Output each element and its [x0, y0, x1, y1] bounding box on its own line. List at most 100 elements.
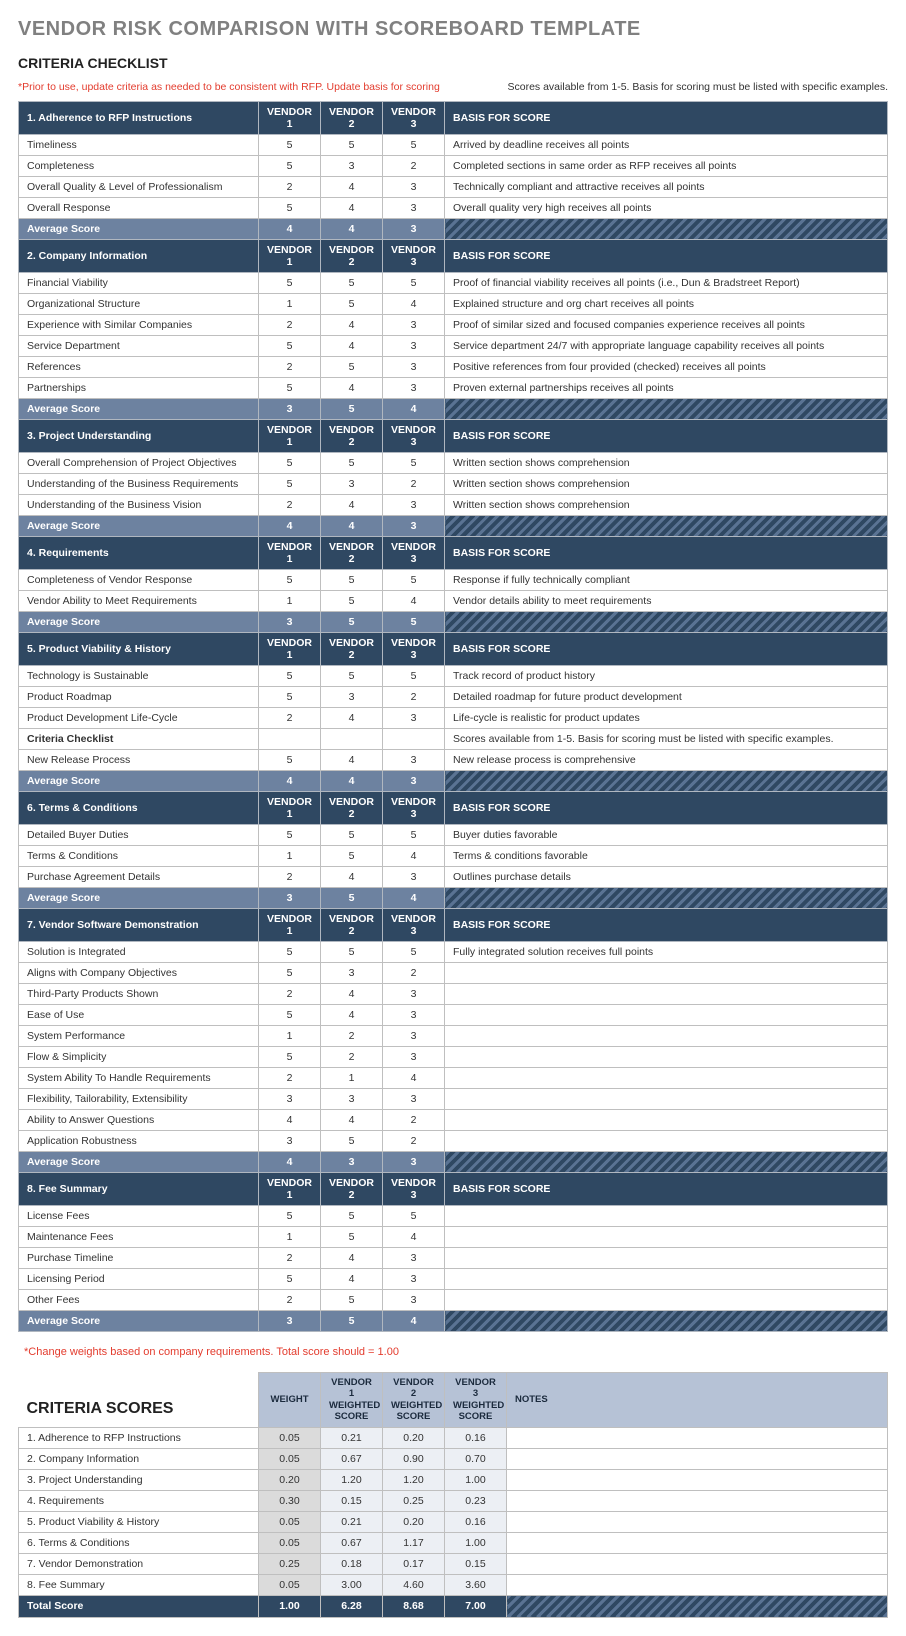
score-cell: 3: [383, 336, 445, 357]
scores-crit-cell: 5. Product Viability & History: [19, 1511, 259, 1532]
weights-note: *Change weights based on company require…: [24, 1346, 888, 1358]
basis-cell: Life-cycle is realistic for product upda…: [445, 708, 888, 729]
scores-table: CRITERIA SCORESWEIGHTVENDOR 1 WEIGHTED S…: [18, 1372, 888, 1618]
vendor-header: VENDOR 3: [383, 909, 445, 942]
notes-cell: [507, 1469, 888, 1490]
weighted-score-cell: 0.70: [445, 1448, 507, 1469]
score-cell: 2: [259, 1290, 321, 1311]
basis-header: BASIS FOR SCORE: [445, 792, 888, 825]
score-cell: 5: [321, 1206, 383, 1227]
score-cell: 2: [321, 1026, 383, 1047]
weighted-score-cell: 0.21: [321, 1427, 383, 1448]
average-hatch: [445, 1311, 888, 1332]
criteria-row: Terms & Conditions154Terms & conditions …: [19, 846, 888, 867]
criteria-row: Understanding of the Business Requiremen…: [19, 474, 888, 495]
criteria-cell: Third-Party Products Shown: [19, 984, 259, 1005]
score-cell: 5: [321, 825, 383, 846]
section-title: 8. Fee Summary: [19, 1173, 259, 1206]
criteria-row: Purchase Agreement Details243Outlines pu…: [19, 867, 888, 888]
criteria-row: Ability to Answer Questions442: [19, 1110, 888, 1131]
weighted-score-cell: 0.67: [321, 1448, 383, 1469]
basis-cell: Outlines purchase details: [445, 867, 888, 888]
notes-cell: [507, 1427, 888, 1448]
score-cell: 2: [259, 315, 321, 336]
score-cell: 5: [259, 135, 321, 156]
score-cell: 5: [259, 666, 321, 687]
score-cell: 2: [383, 963, 445, 984]
criteria-cell: References: [19, 357, 259, 378]
weighted-score-cell: 0.15: [321, 1490, 383, 1511]
score-cell: 4: [321, 336, 383, 357]
weight-cell: 0.05: [259, 1532, 321, 1553]
criteria-cell: New Release Process: [19, 750, 259, 771]
criteria-cell: Purchase Timeline: [19, 1248, 259, 1269]
criteria-cell: Vendor Ability to Meet Requirements: [19, 591, 259, 612]
score-cell: 5: [383, 570, 445, 591]
score-cell: 5: [259, 378, 321, 399]
scores-header-row: CRITERIA SCORESWEIGHTVENDOR 1 WEIGHTED S…: [19, 1373, 888, 1428]
weight-header: WEIGHT: [259, 1373, 321, 1428]
v3-header: VENDOR 3 WEIGHTED SCORE: [445, 1373, 507, 1428]
vendor-header: VENDOR 3: [383, 792, 445, 825]
average-cell: 5: [383, 612, 445, 633]
scores-row: 3. Project Understanding0.201.201.201.00: [19, 1469, 888, 1490]
criteria-cell: Flow & Simplicity: [19, 1047, 259, 1068]
basis-cell: Fully integrated solution receives full …: [445, 942, 888, 963]
scores-crit-cell: 1. Adherence to RFP Instructions: [19, 1427, 259, 1448]
score-cell: 5: [259, 942, 321, 963]
criteria-row: Solution is Integrated555Fully integrate…: [19, 942, 888, 963]
criteria-cell: Terms & Conditions: [19, 846, 259, 867]
scores-row: 7. Vendor Demonstration0.250.180.170.15: [19, 1553, 888, 1574]
criteria-row: Financial Viability555Proof of financial…: [19, 273, 888, 294]
weighted-score-cell: 1.00: [445, 1469, 507, 1490]
basis-header: BASIS FOR SCORE: [445, 909, 888, 942]
average-row: Average Score443: [19, 516, 888, 537]
score-cell: 5: [321, 273, 383, 294]
score-cell: 3: [383, 750, 445, 771]
weighted-score-cell: 3.00: [321, 1574, 383, 1595]
criteria-cell: Criteria Checklist: [19, 729, 259, 750]
basis-cell: [445, 1047, 888, 1068]
basis-cell: Terms & conditions favorable: [445, 846, 888, 867]
scores-row: 5. Product Viability & History0.050.210.…: [19, 1511, 888, 1532]
average-row: Average Score355: [19, 612, 888, 633]
notes-cell: [507, 1574, 888, 1595]
average-cell: 4: [321, 516, 383, 537]
vendor-header: VENDOR 3: [383, 1173, 445, 1206]
total-score-cell: 6.28: [321, 1595, 383, 1617]
score-cell: 2: [259, 495, 321, 516]
score-cell: 5: [383, 825, 445, 846]
score-cell: 5: [259, 687, 321, 708]
criteria-row: Organizational Structure154Explained str…: [19, 294, 888, 315]
vendor-header: VENDOR 1: [259, 420, 321, 453]
section-header-row: 4. RequirementsVENDOR 1VENDOR 2VENDOR 3B…: [19, 537, 888, 570]
score-cell: 2: [383, 474, 445, 495]
score-cell: 4: [383, 591, 445, 612]
basis-cell: [445, 1227, 888, 1248]
score-cell: 5: [321, 846, 383, 867]
section-title: 7. Vendor Software Demonstration: [19, 909, 259, 942]
score-cell: 5: [259, 273, 321, 294]
score-cell: 3: [383, 177, 445, 198]
criteria-cell: Product Development Life-Cycle: [19, 708, 259, 729]
score-cell: 5: [259, 198, 321, 219]
score-cell: 3: [259, 1131, 321, 1152]
average-cell: 5: [321, 399, 383, 420]
basis-cell: Arrived by deadline receives all points: [445, 135, 888, 156]
score-cell: 2: [383, 156, 445, 177]
basis-cell: Explained structure and org chart receiv…: [445, 294, 888, 315]
criteria-cell: Solution is Integrated: [19, 942, 259, 963]
criteria-row: Technology is Sustainable555Track record…: [19, 666, 888, 687]
criteria-row: System Performance123: [19, 1026, 888, 1047]
criteria-row: Flexibility, Tailorability, Extensibilit…: [19, 1089, 888, 1110]
section-title: 5. Product Viability & History: [19, 633, 259, 666]
score-cell: 3: [383, 1005, 445, 1026]
basis-cell: Technically compliant and attractive rec…: [445, 177, 888, 198]
score-cell: 4: [259, 1110, 321, 1131]
score-cell: 5: [383, 135, 445, 156]
weight-cell: 0.05: [259, 1427, 321, 1448]
section-header-row: 1. Adherence to RFP InstructionsVENDOR 1…: [19, 102, 888, 135]
weighted-score-cell: 1.20: [383, 1469, 445, 1490]
criteria-cell: Financial Viability: [19, 273, 259, 294]
score-cell: 3: [321, 687, 383, 708]
